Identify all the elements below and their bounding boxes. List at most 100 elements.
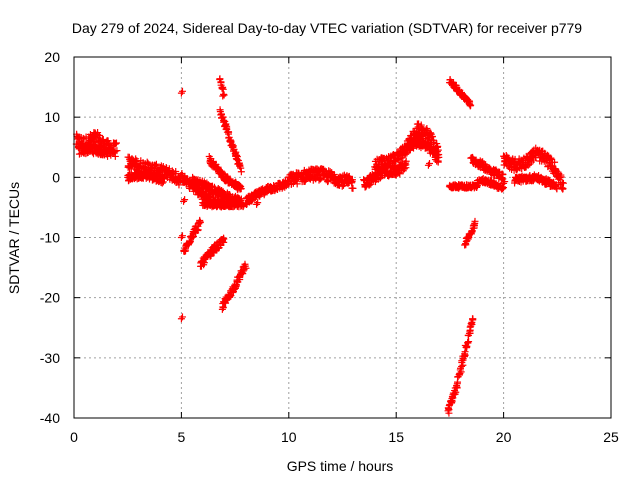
axis-ticks: 0 5 10 15 20 25 -40 -30 -20 -10 0 10 20 (40, 49, 619, 445)
data-point (499, 170, 507, 178)
data-point (195, 219, 203, 227)
data-point (456, 370, 464, 378)
data-point (160, 174, 168, 182)
data-point (112, 139, 120, 147)
data-point (151, 161, 159, 169)
data-point (451, 390, 459, 398)
data-points (72, 75, 567, 417)
data-point (433, 154, 441, 162)
grid (74, 57, 611, 418)
data-point (151, 162, 159, 170)
data-point (459, 356, 467, 364)
x-tick-label: 10 (281, 429, 297, 445)
data-point (236, 183, 244, 191)
data-point (177, 234, 185, 241)
data-point (398, 154, 406, 162)
data-point (219, 92, 227, 100)
y-tick-label: 0 (52, 169, 60, 185)
data-point (220, 91, 228, 99)
chart-title: Day 279 of 2024, Sidereal Day-to-day VTE… (72, 20, 582, 36)
data-point (159, 178, 167, 186)
data-point (233, 155, 241, 163)
data-point (396, 155, 404, 163)
data-point (104, 152, 112, 160)
y-tick-label: -20 (40, 290, 60, 306)
data-point (471, 217, 479, 225)
data-point (126, 164, 134, 172)
data-point (464, 338, 472, 346)
data-point (220, 234, 228, 242)
data-point (463, 342, 471, 350)
x-tick-label: 0 (70, 429, 78, 445)
y-tick-label: -30 (40, 350, 60, 366)
data-point (467, 101, 475, 109)
data-point (175, 181, 183, 189)
data-point (334, 181, 342, 189)
x-tick-label: 5 (178, 429, 186, 445)
data-point (237, 185, 245, 193)
data-point (402, 157, 410, 165)
data-point (88, 148, 96, 156)
data-point (463, 237, 471, 245)
data-point (96, 131, 104, 139)
data-point (349, 184, 357, 192)
data-point (345, 172, 353, 180)
data-point (232, 148, 240, 156)
data-point (425, 159, 433, 167)
x-axis-label: GPS time / hours (287, 458, 394, 474)
data-point (113, 147, 121, 155)
data-point (469, 316, 477, 324)
x-tick-label: 20 (496, 429, 512, 445)
data-point (225, 130, 233, 138)
data-point (217, 241, 225, 249)
data-point (239, 270, 247, 278)
data-point (427, 129, 435, 137)
data-point (479, 175, 487, 183)
data-point (553, 185, 561, 193)
data-point (461, 348, 469, 356)
data-point (185, 239, 193, 247)
data-point (428, 133, 436, 141)
data-point (557, 173, 565, 181)
data-point (226, 293, 234, 301)
x-tick-label: 15 (388, 429, 404, 445)
data-point (434, 157, 442, 165)
data-point (237, 168, 245, 176)
y-tick-label: -10 (40, 230, 60, 246)
data-point (172, 168, 180, 176)
data-point (473, 183, 481, 191)
data-point (465, 338, 473, 346)
data-point (452, 388, 460, 396)
data-point (241, 260, 249, 268)
data-point (218, 85, 226, 93)
data-point (254, 199, 262, 207)
data-point (242, 264, 250, 272)
data-point (501, 178, 509, 186)
data-point (216, 75, 224, 83)
data-point (177, 89, 185, 97)
data-point (424, 161, 432, 169)
y-tick-label: 20 (44, 49, 60, 65)
data-point (194, 226, 202, 234)
data-point (466, 98, 474, 106)
data-point (253, 200, 261, 208)
data-point (237, 164, 245, 172)
y-tick-label: 10 (44, 109, 60, 125)
data-point (178, 87, 186, 95)
y-tick-label: -40 (40, 410, 60, 426)
data-point (293, 180, 301, 188)
data-point (467, 320, 475, 328)
data-point (559, 179, 567, 187)
data-point (178, 232, 186, 240)
data-point (177, 315, 185, 323)
data-point (547, 154, 555, 162)
data-point (524, 161, 532, 169)
data-point (499, 185, 507, 193)
data-point (558, 179, 566, 187)
data-point (196, 218, 204, 226)
x-tick-label: 25 (603, 429, 619, 445)
data-point (181, 196, 189, 204)
data-point (152, 160, 160, 168)
data-point (158, 179, 166, 187)
